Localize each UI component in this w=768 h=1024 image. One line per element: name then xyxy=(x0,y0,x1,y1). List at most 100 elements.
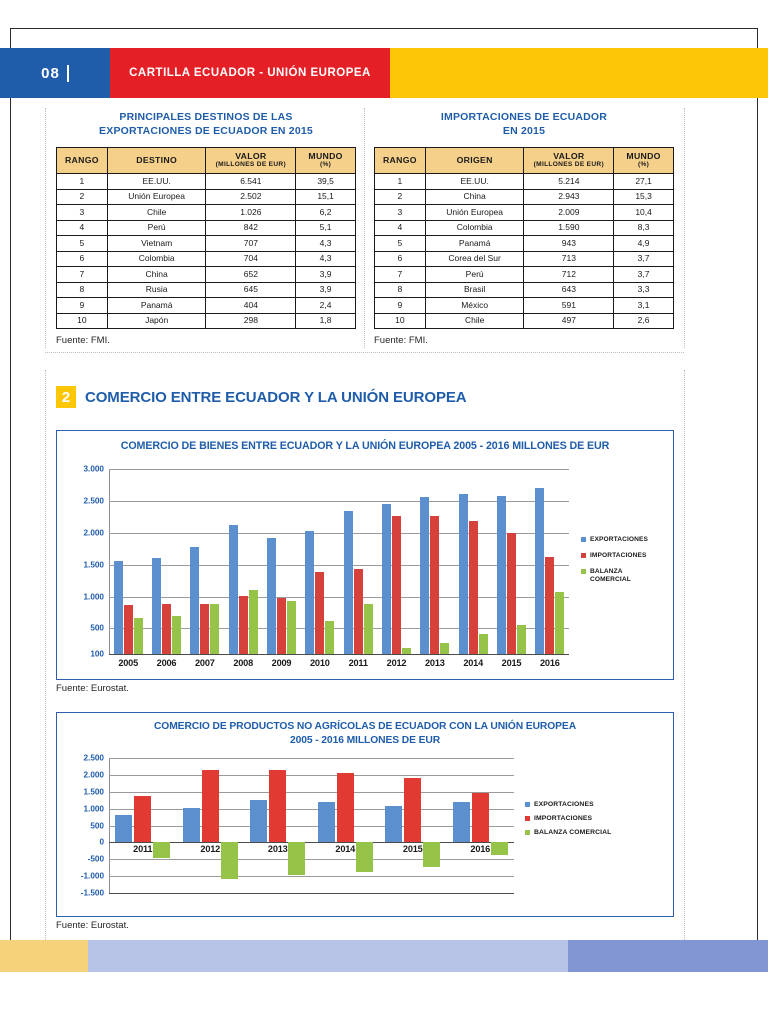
col-valor-sub: (MILLONES DE EUR) xyxy=(215,160,286,168)
imports-table: RANGO ORIGEN VALOR (MILLONES DE EUR) MUN… xyxy=(374,147,674,329)
cell-rango: 10 xyxy=(56,312,108,329)
cell-valor: 842 xyxy=(205,219,297,236)
cell-mundo: 15,1 xyxy=(295,188,356,205)
legend-swatch-icon xyxy=(581,553,586,558)
cell-mundo: 3,7 xyxy=(613,250,674,267)
cell-valor: 712 xyxy=(523,266,615,283)
bar-importaciones xyxy=(276,597,286,654)
col-mundo: MUNDO (%) xyxy=(295,147,356,174)
bar-group xyxy=(109,758,177,893)
cell-valor: 1.590 xyxy=(523,219,615,236)
chart2-title-line1: COMERCIO DE PRODUCTOS NO AGRÍCOLAS DE EC… xyxy=(153,721,577,732)
bar-balanza-comercial xyxy=(355,842,373,872)
table-header-row: RANGO ORIGEN VALOR (MILLONES DE EUR) MUN… xyxy=(374,147,674,174)
col-valor: VALOR (MILLONES DE EUR) xyxy=(523,147,615,174)
bar-importaciones xyxy=(471,792,489,843)
y-axis-line xyxy=(109,469,110,654)
cell-name: Chile xyxy=(106,204,207,221)
cell-mundo: 4,3 xyxy=(295,235,356,252)
bar-balanza-comercial xyxy=(288,842,306,875)
y-axis-tick: -1.500 xyxy=(80,888,104,898)
cell-valor: 713 xyxy=(523,250,615,267)
legend-label: EXPORTACIONES xyxy=(534,801,594,808)
table-row: 6 Colombia 704 4,3 xyxy=(56,250,356,267)
cell-valor: 707 xyxy=(205,235,297,252)
gridline xyxy=(109,532,569,534)
cell-name: China xyxy=(424,188,525,205)
cell-name: EE.UU. xyxy=(106,173,207,190)
cell-rango: 4 xyxy=(56,219,108,236)
cell-name: EE.UU. xyxy=(424,173,525,190)
guide-middle xyxy=(364,108,365,348)
bar-exportaciones xyxy=(305,531,315,654)
cell-mundo: 8,3 xyxy=(613,219,674,236)
cell-name: Colombia xyxy=(106,250,207,267)
cell-rango: 7 xyxy=(374,266,426,283)
y-axis-tick: 1.500 xyxy=(83,787,105,797)
y-axis-tick: 2.500 xyxy=(83,753,105,763)
bar-importaciones xyxy=(200,603,210,654)
bar-importaciones xyxy=(430,515,440,654)
page-number-value: 08 xyxy=(41,64,60,82)
bar-balanza-comercial xyxy=(171,616,181,654)
section-title: COMERCIO ENTRE ECUADOR Y LA UNIÓN EUROPE… xyxy=(85,388,467,406)
bar-exportaciones xyxy=(228,524,238,654)
cell-rango: 9 xyxy=(374,297,426,314)
x-axis-label: 2015 xyxy=(402,844,423,855)
bar-importaciones xyxy=(506,533,516,654)
cell-rango: 9 xyxy=(56,297,108,314)
footer-yellow-band xyxy=(0,940,88,972)
legend-label: BALANZA COMERCIAL xyxy=(534,829,612,836)
bar-exportaciones xyxy=(317,801,335,843)
bar-importaciones xyxy=(468,521,478,654)
bar-group xyxy=(416,469,454,654)
section-number-badge: 2 xyxy=(56,386,76,408)
cell-name: China xyxy=(106,266,207,283)
cell-mundo: 3,1 xyxy=(613,297,674,314)
cell-rango: 1 xyxy=(374,173,426,190)
bar-importaciones xyxy=(201,769,219,843)
cell-rango: 3 xyxy=(374,204,426,221)
bar-importaciones xyxy=(353,568,363,654)
bar-exportaciones xyxy=(452,801,470,843)
table-row: 3 Unión Europea 2.009 10,4 xyxy=(374,204,674,221)
imports-table-block: IMPORTACIONES DE ECUADOR EN 2015 RANGO O… xyxy=(374,110,674,346)
legend-item: EXPORTACIONES xyxy=(525,801,611,809)
bar-balanza-comercial xyxy=(423,842,441,867)
gridline xyxy=(109,500,569,502)
cell-rango: 2 xyxy=(56,188,108,205)
cell-name: Unión Europea xyxy=(106,188,207,205)
exports-table-block: PRINCIPALES DESTINOS DE LAS EXPORTACIONE… xyxy=(56,110,356,346)
bar-group xyxy=(262,469,300,654)
bar-balanza-comercial xyxy=(210,604,220,654)
footer-light-band xyxy=(88,940,568,972)
x-axis-label: 2010 xyxy=(310,658,330,668)
y-axis-tick: -500 xyxy=(87,854,104,864)
imports-fuente: Fuente: FMI. xyxy=(374,335,428,346)
table-row: 4 Colombia 1.590 8,3 xyxy=(374,219,674,236)
gridline xyxy=(109,758,514,759)
guide-right-2 xyxy=(684,370,685,940)
table-row: 1 EE.UU. 6.541 39,5 xyxy=(56,173,356,190)
legend-swatch-icon xyxy=(581,569,586,574)
x-axis-label: 2014 xyxy=(463,658,483,668)
gridline xyxy=(109,628,569,630)
legend-swatch-icon xyxy=(525,802,530,807)
cell-rango: 5 xyxy=(374,235,426,252)
cell-name: Chile xyxy=(424,312,525,329)
cell-name: Panamá xyxy=(424,235,525,252)
bar-importaciones xyxy=(336,773,354,843)
cell-name: Rusia xyxy=(106,281,207,298)
bar-exportaciones xyxy=(250,800,268,843)
chart2-legend: EXPORTACIONES IMPORTACIONES BALANZA COMERC… xyxy=(525,801,611,843)
bar-group xyxy=(447,758,515,893)
gridline xyxy=(109,808,514,810)
y-axis-tick: 1.500 xyxy=(83,560,105,570)
cell-mundo: 3,3 xyxy=(613,281,674,298)
legend-item: EXPORTACIONES xyxy=(581,536,648,544)
bar-group xyxy=(454,469,492,654)
cell-mundo: 2,4 xyxy=(295,297,356,314)
page-header: 08 CARTILLA ECUADOR - UNIÓN EUROPEA xyxy=(0,48,768,98)
y-axis-tick: 3.000 xyxy=(83,464,105,474)
legend-swatch-icon xyxy=(525,830,530,835)
